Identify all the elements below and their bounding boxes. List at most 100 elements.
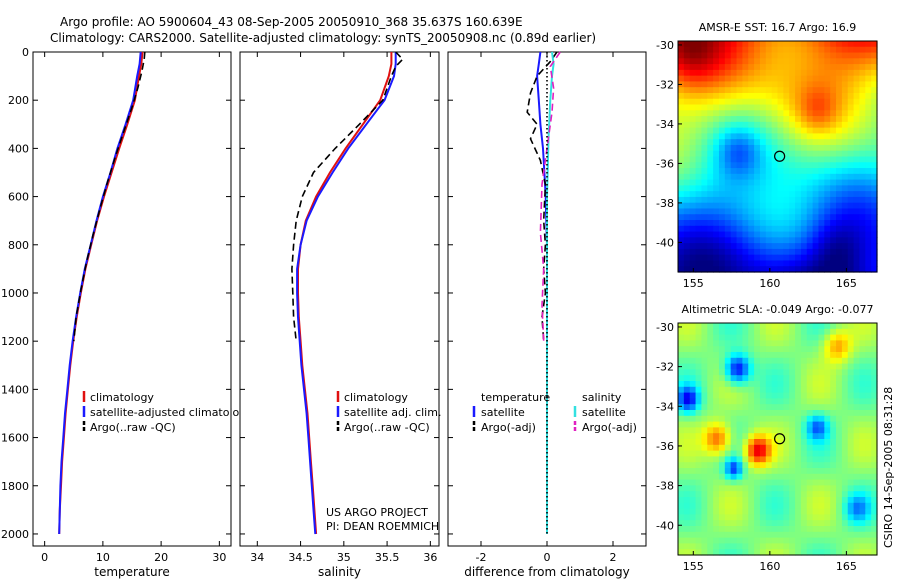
- heatmap-cell: [718, 81, 726, 88]
- heatmap-cell: [678, 415, 685, 423]
- heatmap-cell: [689, 346, 697, 353]
- heatmap-cell: [859, 485, 866, 492]
- heatmap-cell: [765, 392, 773, 399]
- heatmap-cell: [841, 168, 849, 175]
- heatmap-cell: [836, 220, 843, 227]
- heatmap-cell: [824, 386, 831, 394]
- heatmap-cell: [724, 185, 732, 192]
- heatmap-cell: [789, 427, 796, 434]
- heatmap-cell: [713, 127, 720, 135]
- heatmap-cell: [742, 410, 749, 417]
- heatmap-cell: [800, 98, 808, 106]
- heatmap-cell: [707, 363, 714, 370]
- heatmap-cell: [736, 328, 743, 336]
- heatmap-cell: [718, 328, 726, 336]
- heatmap-cell: [847, 185, 855, 192]
- heatmap-cell: [836, 173, 843, 181]
- heatmap-cell: [771, 237, 779, 244]
- series-salinity-argo-adj-: [539, 51, 561, 342]
- heatmap-cell: [748, 104, 755, 111]
- heatmap-cell: [765, 323, 773, 330]
- heatmap-cell: [678, 531, 685, 539]
- heatmap-cell: [759, 427, 767, 434]
- heatmap-cell: [795, 191, 802, 198]
- heatmap-cell: [830, 427, 837, 434]
- heatmap-cell: [795, 202, 802, 210]
- heatmap-cell: [718, 352, 726, 359]
- heatmap-cell: [859, 531, 866, 539]
- heatmap-cell: [754, 386, 761, 394]
- heatmap-cell: [795, 64, 802, 71]
- heatmap-cell: [777, 328, 784, 336]
- heatmap-cell: [859, 231, 866, 238]
- heatmap-cell: [736, 526, 743, 533]
- heatmap-cell: [713, 150, 720, 158]
- heatmap-cell: [718, 404, 726, 411]
- heatmap-cell: [830, 323, 837, 330]
- heatmap-cell: [683, 139, 691, 146]
- heatmap-cell: [859, 392, 866, 399]
- heatmap-cell: [806, 526, 814, 533]
- heatmap-cell: [754, 439, 761, 446]
- heatmap-cell: [748, 369, 755, 376]
- heatmap-cell: [759, 208, 767, 215]
- heatmap-cell: [736, 450, 743, 457]
- heatmap-cell: [736, 386, 743, 394]
- heatmap-cell: [783, 450, 790, 457]
- heatmap-cell: [771, 266, 779, 273]
- heatmap-cell: [759, 191, 767, 198]
- heatmap-cell: [836, 162, 843, 169]
- argo-float-marker: [774, 433, 786, 445]
- heatmap-cell: [701, 456, 708, 463]
- heatmap-cell: [847, 340, 855, 347]
- heatmap-cell: [701, 450, 708, 457]
- heatmap-cell: [730, 520, 738, 527]
- heatmap-cell: [695, 421, 703, 428]
- heatmap-cell: [783, 69, 790, 77]
- heatmap-cell: [859, 520, 866, 527]
- heatmap-cell: [736, 537, 743, 544]
- heatmap-cell: [689, 162, 697, 169]
- heatmap-cell: [865, 502, 872, 510]
- heatmap-cell: [859, 514, 866, 521]
- heatmap-cell: [748, 491, 755, 498]
- heatmap-cell: [847, 220, 855, 227]
- heatmap-cell: [836, 185, 843, 192]
- heatmap-cell: [730, 243, 738, 250]
- heatmap-cell: [754, 427, 761, 434]
- heatmap-cell: [771, 220, 779, 227]
- heatmap-cell: [759, 375, 767, 382]
- heatmap-cell: [830, 491, 837, 498]
- heatmap-cell: [759, 214, 767, 221]
- heatmap-cell: [830, 415, 837, 423]
- heatmap-cell: [836, 444, 843, 452]
- heatmap-cell: [736, 531, 743, 539]
- heatmap-cell: [718, 363, 726, 370]
- heatmap-cell: [795, 323, 802, 330]
- heatmap-cell: [730, 392, 738, 399]
- heatmap-cell: [777, 214, 784, 221]
- heatmap-cell: [678, 75, 685, 83]
- heatmap-cell: [713, 375, 720, 382]
- heatmap-cell: [689, 214, 697, 221]
- heatmap-cell: [736, 433, 743, 440]
- heatmap-cell: [718, 427, 726, 434]
- heatmap-cell: [695, 415, 703, 423]
- heatmap-cell: [812, 104, 820, 111]
- heatmap-cell: [795, 352, 802, 359]
- heatmap-cell: [759, 444, 767, 452]
- heatmap-cell: [853, 254, 861, 262]
- heatmap-cell: [759, 196, 767, 204]
- heatmap-cell: [718, 110, 726, 117]
- heatmap-cell: [678, 220, 685, 227]
- heatmap-cell: [713, 526, 720, 533]
- heatmap-cell: [742, 64, 749, 71]
- heatmap-cell: [847, 410, 855, 417]
- heatmap-cell: [718, 491, 726, 498]
- heatmap-cell: [836, 334, 843, 341]
- heatmap-cell: [748, 508, 755, 515]
- heatmap-cell: [695, 243, 703, 250]
- heatmap-cell: [841, 52, 849, 59]
- heatmap-cell: [771, 392, 779, 399]
- heatmap-cell: [707, 410, 714, 417]
